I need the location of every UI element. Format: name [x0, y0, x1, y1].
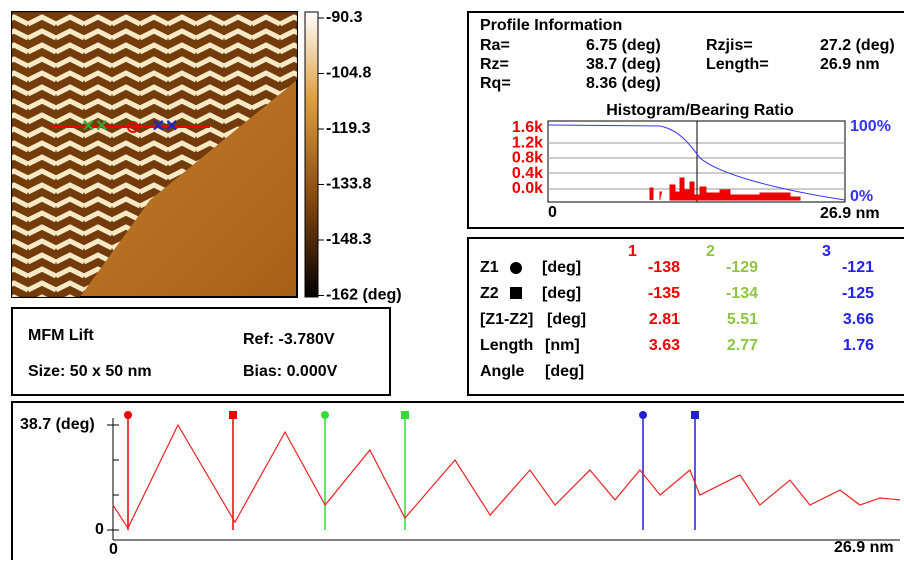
- row-unit: [deg]: [547, 311, 586, 328]
- y-zero: 0: [95, 521, 104, 538]
- row-label: Length: [480, 337, 533, 354]
- row-label: Z1: [480, 259, 499, 276]
- hist-x-start: 0: [548, 204, 557, 221]
- x-start: 0: [109, 541, 118, 558]
- info-cell: Rz=: [480, 56, 509, 73]
- row-label: Z2: [480, 285, 499, 302]
- info-cell: Rq=: [480, 75, 511, 92]
- cell-value: 1.76: [843, 337, 874, 354]
- svg-text:✕✕: ✕✕: [152, 118, 179, 135]
- info-cell: 27.2 (deg): [820, 37, 895, 54]
- scale-label: -148.3: [326, 231, 371, 248]
- cursor-circle: [639, 411, 647, 419]
- scale-label: -119.3: [326, 120, 371, 137]
- hist-y-label: 1.6k: [512, 119, 543, 136]
- info-cell: 38.7 (deg): [586, 56, 661, 73]
- svg-text:✕✕: ✕✕: [82, 118, 109, 135]
- cursor-square: [401, 411, 409, 419]
- scale-label: -162 (deg): [326, 287, 402, 304]
- info-cell: Ra=: [480, 37, 510, 54]
- x-end: 26.9 nm: [834, 539, 894, 556]
- scale-label: -133.8: [326, 176, 371, 193]
- cell-value: 5.51: [727, 311, 758, 328]
- cursor-square: [229, 411, 237, 419]
- bearing-top: 100%: [850, 118, 891, 135]
- hist-y-label: 0.8k: [512, 150, 543, 167]
- z1-icon: [510, 262, 522, 274]
- info-title: Profile Information: [480, 17, 622, 34]
- scan-size: Size: 50 x 50 nm: [28, 363, 152, 380]
- row-unit: [nm]: [545, 337, 580, 354]
- hist-y-label: 1.2k: [512, 134, 543, 151]
- column-header: 2: [706, 243, 715, 260]
- y-label: 38.7 (deg): [20, 416, 95, 433]
- bias-voltage: Bias: 0.000V: [243, 363, 338, 380]
- cell-value: -134: [726, 285, 758, 302]
- profile-line: [112, 423, 901, 530]
- cursor-circle: [321, 411, 329, 419]
- color-bar: [304, 11, 319, 298]
- scale-label: -104.8: [326, 65, 371, 82]
- hist-x-end: 26.9 nm: [820, 205, 880, 222]
- column-header: 1: [628, 243, 637, 260]
- cell-value: 2.77: [727, 337, 758, 354]
- cursor-square: [691, 411, 699, 419]
- row-unit: [deg]: [542, 259, 581, 276]
- column-header: 3: [822, 243, 831, 260]
- histogram: [547, 120, 846, 203]
- row-label: [Z1-Z2]: [480, 311, 533, 328]
- scale-label: -90.3: [326, 9, 363, 26]
- cell-value: -121: [842, 259, 874, 276]
- row-unit: [deg]: [542, 285, 581, 302]
- z2-icon: [510, 287, 522, 299]
- cell-value: 3.66: [843, 311, 874, 328]
- info-cell: 26.9 nm: [820, 56, 880, 73]
- bearing-bottom: 0%: [850, 188, 873, 205]
- info-cell: Length=: [706, 56, 769, 73]
- row-label: Angle: [480, 363, 525, 380]
- cell-value: 2.81: [649, 311, 680, 328]
- scan-mode: MFM Lift: [28, 327, 94, 344]
- ref-voltage: Ref: -3.780V: [243, 331, 335, 348]
- row-unit: [deg]: [545, 363, 584, 380]
- cursor-circle: [124, 411, 132, 419]
- cell-value: -125: [842, 285, 874, 302]
- cell-value: -129: [726, 259, 758, 276]
- cell-value: -135: [648, 285, 680, 302]
- hist-y-label: 0.0k: [512, 180, 543, 197]
- cell-value: -138: [648, 259, 680, 276]
- hist-y-label: 0.4k: [512, 165, 543, 182]
- info-cell: Rzjis=: [706, 37, 753, 54]
- info-cell: 6.75 (deg): [586, 37, 661, 54]
- info-cell: 8.36 (deg): [586, 75, 661, 92]
- cell-value: 3.63: [649, 337, 680, 354]
- histogram-title: Histogram/Bearing Ratio: [606, 102, 794, 119]
- mfm-image: ✕✕ ✕✕: [11, 11, 298, 298]
